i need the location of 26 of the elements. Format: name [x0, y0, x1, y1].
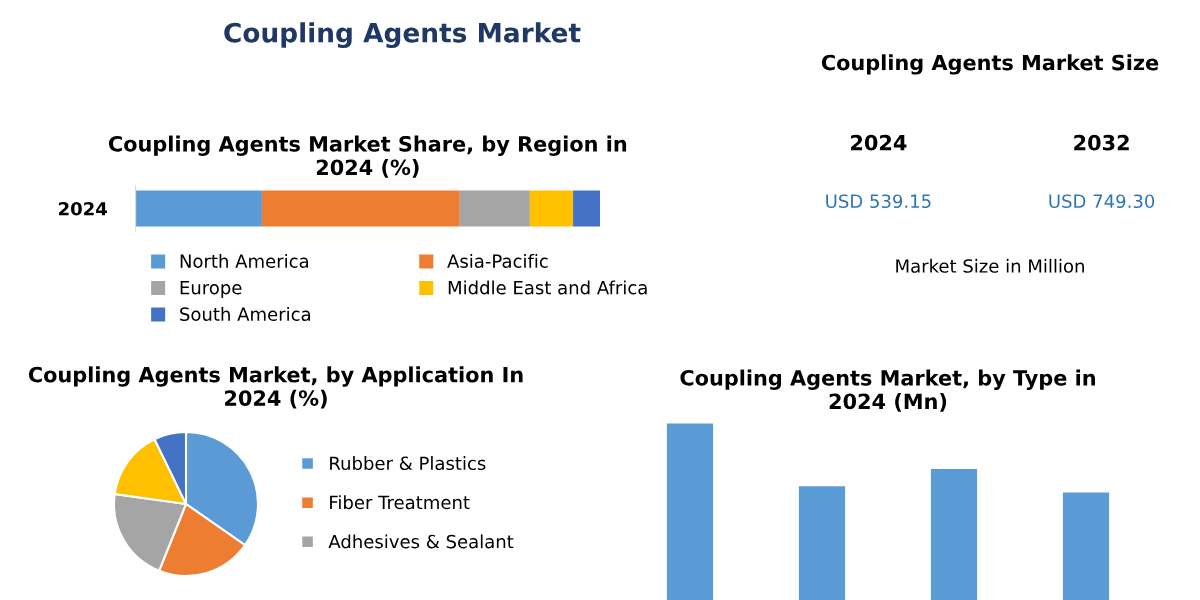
chart-title: Coupling Agents Market, by Type in 2024 (Mn) [680, 369, 1095, 412]
legend-label: Adhesives & Sealant [328, 534, 514, 549]
legend-label: Rubber & Plastics [330, 456, 486, 471]
bar [459, 190, 530, 227]
bar [930, 468, 978, 600]
bar [666, 423, 714, 600]
bar [529, 190, 574, 227]
text: Coupling Agents Market Size [821, 54, 1159, 75]
legend-label: Middle East and Africa [448, 280, 647, 295]
text: 2024 [59, 201, 107, 216]
text: 2032 [1074, 134, 1129, 151]
text: Coupling Agents Market [224, 22, 581, 48]
bar [135, 190, 262, 227]
legend-label: Fiber Treatment [330, 495, 470, 510]
legend-label: North America [180, 254, 309, 268]
text: USD 539.15 [826, 194, 931, 209]
text: Market Size in Million [896, 258, 1084, 273]
legend-label: Asia-Pacific [447, 254, 548, 268]
legend-label: Europe [180, 281, 242, 298]
legend-label: South America [180, 307, 310, 321]
bar [1062, 492, 1110, 600]
bar [573, 190, 600, 227]
text: Coupling Agents Market Share, by Region in 2024 (%) [108, 135, 627, 178]
chart-title: Coupling Agents Market, by Application In 2024 (%) [28, 366, 523, 409]
text: USD 749.30 [1049, 194, 1155, 209]
bar [798, 486, 846, 600]
